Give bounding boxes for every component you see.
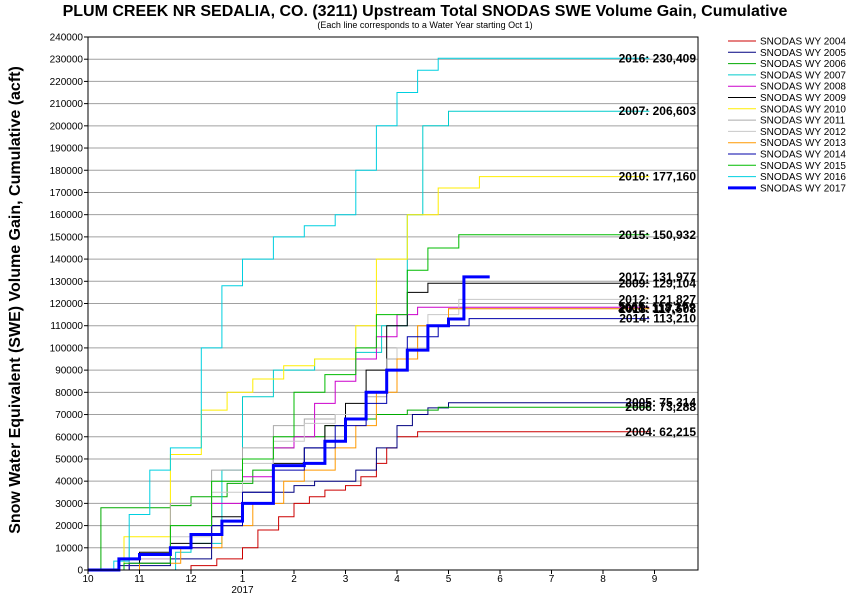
legend-label: SNODAS WY 2011 [760, 116, 846, 127]
y-tick-label: 10000 [55, 543, 83, 554]
y-tick-label: 40000 [55, 477, 83, 488]
chart-title: PLUM CREEK NR SEDALIA, CO. (3211) Upstre… [63, 3, 788, 20]
y-tick-label: 180000 [50, 166, 84, 177]
y-axis-title: Snow Water Equivalent (SWE) Volume Gain,… [7, 66, 24, 534]
x-tick-label: 7 [549, 574, 555, 585]
x-tick-label: 4 [394, 574, 400, 585]
x-tick-label: 8 [600, 574, 606, 585]
y-tick-label: 80000 [55, 388, 83, 399]
y-tick-label: 220000 [50, 77, 84, 88]
end-label: 2008: 118,3?? [618, 300, 696, 314]
end-label: 2010: 177,160 [619, 170, 697, 184]
end-label: 2015: 150,932 [619, 228, 697, 242]
y-tick-label: 130000 [50, 277, 84, 288]
end-label: 2013: 117,608 [619, 302, 696, 316]
end-label: 2016: 230,409 [619, 51, 697, 65]
series-line-snodas-wy-2008 [88, 306, 650, 571]
x-tick-label: 2 [291, 574, 297, 585]
series-line-snodas-wy-2015 [88, 234, 650, 571]
legend-label: SNODAS WY 2009 [760, 93, 846, 104]
y-tick-label: 20000 [55, 521, 83, 532]
series-line-snodas-wy-2007 [88, 110, 650, 571]
y-tick-label: 30000 [55, 499, 83, 510]
y-tick-label: 190000 [50, 144, 84, 155]
legend-label: SNODAS WY 2010 [760, 104, 846, 115]
end-label: 2007: 206,603 [619, 104, 697, 118]
y-tick-label: 70000 [55, 410, 83, 421]
legend-label: SNODAS WY 2012 [760, 127, 846, 138]
x-tick-label: 9 [652, 574, 658, 585]
series-line-snodas-wy-2012 [88, 298, 650, 571]
end-label: 2005: 75,314 [625, 396, 696, 410]
end-label: 2011: 117,7?? [619, 302, 696, 316]
legend-label: SNODAS WY 2015 [760, 161, 846, 172]
series-layer [88, 57, 650, 572]
legend-label: SNODAS WY 2006 [760, 59, 846, 70]
y-tick-label: 170000 [50, 188, 84, 199]
y-tick-label: 150000 [50, 232, 84, 243]
x-tick-label: 1 [240, 574, 246, 585]
y-tick-label: 200000 [50, 121, 84, 132]
y-tick-label: 210000 [50, 99, 84, 110]
legend-label: SNODAS WY 2007 [760, 70, 846, 81]
series-line-snodas-wy-2009 [88, 282, 650, 571]
x-tick-label: 12 [185, 574, 197, 585]
y-tick-label: 140000 [50, 255, 84, 266]
end-label: 2006: 73,288 [625, 400, 696, 414]
legend-label: SNODAS WY 2017 [760, 183, 846, 194]
legend-label: SNODAS WY 2008 [760, 82, 846, 93]
gridlines [88, 36, 698, 571]
end-label: 2004: 62,215 [625, 425, 696, 439]
series-line-snodas-wy-2016 [88, 57, 650, 571]
y-tick-label: 100000 [50, 343, 84, 354]
series-line-snodas-wy-2010 [88, 176, 650, 571]
chart-subtitle: (Each line corresponds to a Water Year s… [317, 20, 532, 30]
x-year-label: 2017 [231, 585, 254, 596]
series-line-snodas-wy-2014 [88, 318, 650, 571]
y-tick-label: 0 [77, 566, 83, 577]
end-label: 2017: 131,977 [619, 270, 697, 284]
series-line-snodas-wy-2005 [88, 402, 650, 571]
y-axis-ticks: 0 10000 20000 30000 40000 50000 60000 70000 8000… [50, 33, 88, 577]
legend-label: SNODAS WY 2016 [760, 172, 846, 183]
legend-label: SNODAS WY 2014 [760, 150, 846, 161]
y-tick-label: 240000 [50, 33, 84, 44]
x-tick-label: 5 [446, 574, 452, 585]
legend-label: SNODAS WY 2004 [760, 37, 846, 48]
end-labels: 2016: 230,409 2007: 206,603 2010: 177,160 2… [618, 51, 696, 439]
end-label: 2012: 121,827 [619, 292, 697, 306]
x-tick-label: 6 [497, 574, 503, 585]
y-tick-label: 120000 [50, 299, 84, 310]
series-line-snodas-wy-2017 [88, 275, 490, 572]
x-tick-label: 10 [82, 574, 94, 585]
y-tick-label: 230000 [50, 55, 84, 66]
y-tick-label: 90000 [55, 366, 83, 377]
y-tick-label: 160000 [50, 210, 84, 221]
y-tick-label: 60000 [55, 432, 83, 443]
end-label: 2009: 129,104 [619, 276, 697, 290]
y-tick-label: 110000 [50, 321, 83, 332]
x-axis-ticks: 10 11 12 1 2 3 4 5 6 7 8 9 [82, 570, 658, 585]
end-label: 2014: 113,210 [619, 312, 696, 326]
legend-label: SNODAS WY 2013 [760, 138, 846, 149]
x-tick-label: 11 [134, 574, 145, 585]
y-tick-label: 50000 [55, 454, 83, 465]
legend-label: SNODAS WY 2005 [760, 48, 846, 59]
x-tick-label: 3 [343, 574, 349, 585]
